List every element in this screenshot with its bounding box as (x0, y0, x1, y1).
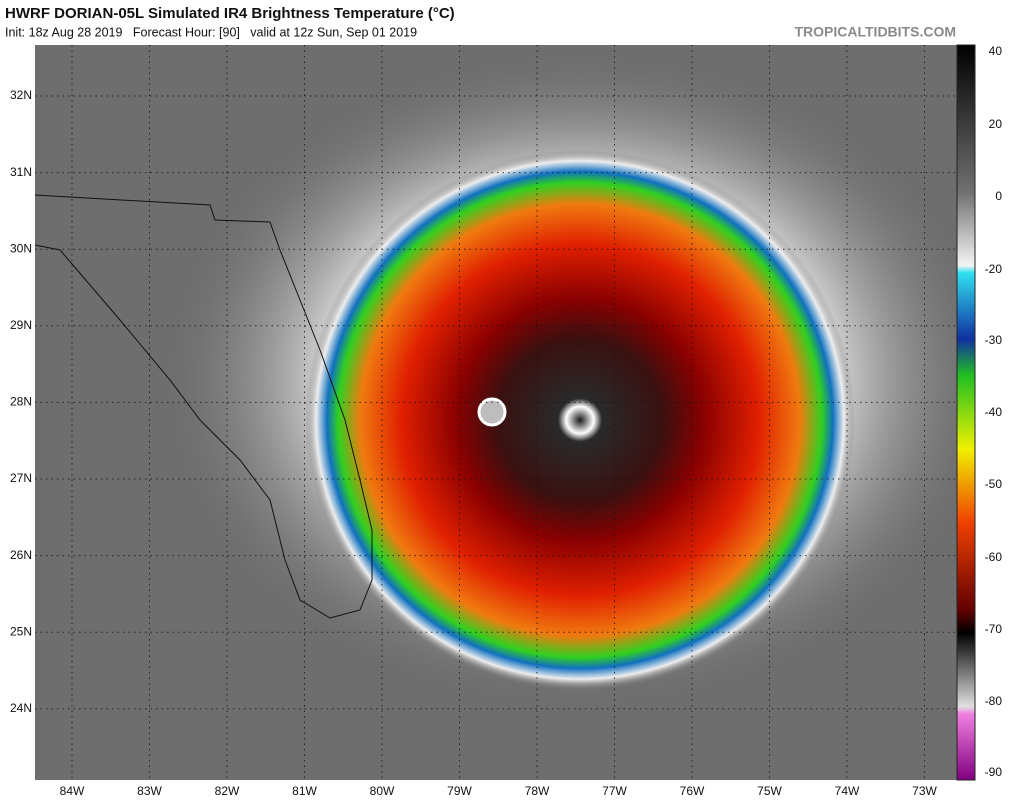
lat-label: 32N (10, 88, 32, 102)
lat-label: 27N (10, 471, 32, 485)
colorbar-label: -20 (985, 262, 1003, 276)
coastline (35, 194, 373, 619)
lon-label: 76W (680, 784, 705, 798)
lon-label: 79W (447, 784, 472, 798)
lat-label: 28N (10, 395, 32, 409)
lat-label: 29N (10, 318, 32, 332)
lon-label: 80W (370, 784, 395, 798)
lat-label: 31N (10, 165, 32, 179)
colorbar-label: -60 (985, 550, 1003, 564)
map (35, 45, 957, 780)
lat-label: 30N (10, 241, 32, 255)
eye (477, 397, 507, 427)
colorbar-label: 0 (995, 189, 1002, 203)
hurricane-cloud (305, 150, 855, 690)
title: HWRF DORIAN-05L Simulated IR4 Brightness… (5, 5, 455, 22)
source: TROPICALTIDBITS.COM (794, 24, 956, 40)
lon-label: 83W (137, 784, 162, 798)
lat-label: 26N (10, 548, 32, 562)
colorbar-label: -30 (985, 333, 1003, 347)
lon-label: 75W (757, 784, 782, 798)
colorbar-label: -80 (985, 694, 1003, 708)
lon-label: 81W (292, 784, 317, 798)
lat-label: 24N (10, 701, 32, 715)
colorbar-label: -40 (985, 405, 1003, 419)
colorbar-label: -70 (985, 622, 1003, 636)
lon-label: 74W (835, 784, 860, 798)
lon-label: 84W (60, 784, 85, 798)
colorbar-label: 40 (989, 44, 1003, 58)
colorbar-label: -50 (985, 477, 1003, 491)
colorbar-label: 20 (989, 117, 1003, 131)
lon-label: 78W (525, 784, 550, 798)
lon-label: 82W (215, 784, 240, 798)
subtitle: Init: 18z Aug 28 2019 Forecast Hour: [90… (5, 25, 417, 39)
lat-label: 25N (10, 624, 32, 638)
lon-label: 77W (602, 784, 627, 798)
colorbar-label: -90 (985, 765, 1003, 779)
colorbar (956, 44, 976, 781)
lon-label: 73W (912, 784, 937, 798)
